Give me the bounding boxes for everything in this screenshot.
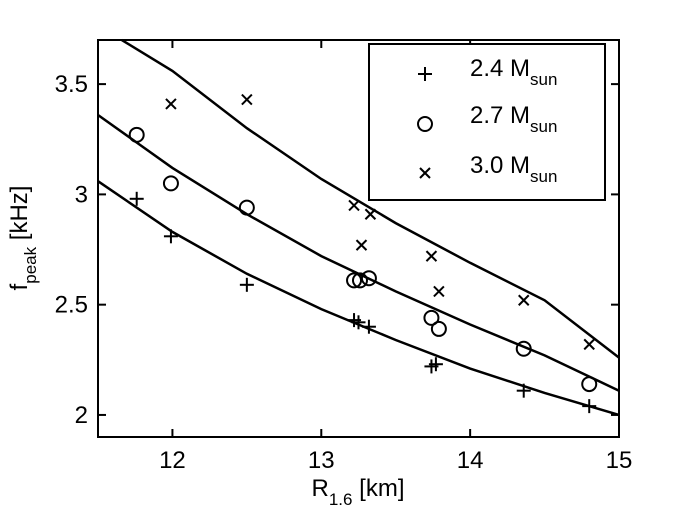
marker-circle xyxy=(515,340,532,357)
y-tick-label: 2 xyxy=(75,402,88,429)
x-tick-label: 13 xyxy=(308,447,335,474)
marker-circle xyxy=(581,376,598,393)
marker-circle xyxy=(430,320,447,337)
marker-cross xyxy=(583,338,595,351)
marker-circle xyxy=(351,272,368,289)
marker-cross xyxy=(364,208,377,220)
x-tick-label: 15 xyxy=(606,447,633,474)
marker-plus xyxy=(361,319,376,334)
marker-circle xyxy=(346,272,363,289)
marker-cross xyxy=(425,250,438,262)
data-markers xyxy=(128,93,598,414)
x-tick-label: 12 xyxy=(159,447,186,474)
legend-marker-cross xyxy=(419,167,431,179)
marker-circle xyxy=(360,270,377,287)
marker-plus xyxy=(428,357,443,372)
y-tick-label: 3 xyxy=(75,181,88,208)
legend-label-3.0: 3.0 Msun xyxy=(470,152,557,186)
legend-box xyxy=(368,43,606,201)
marker-circle xyxy=(423,309,440,326)
marker-plus xyxy=(516,383,531,398)
y-tick-label: 3.5 xyxy=(55,71,88,98)
plot-frame xyxy=(97,39,620,438)
marker-circle xyxy=(128,126,145,143)
marker-cross xyxy=(433,285,445,298)
x-axis-label: R1.6 [km] xyxy=(312,475,405,509)
legend-marker-circle xyxy=(417,116,433,132)
marker-cross xyxy=(241,93,253,106)
marker-plus xyxy=(239,277,254,292)
marker-plus xyxy=(351,315,366,330)
y-axis-label: fpeak [kHz] xyxy=(6,186,40,291)
x-tick-label: 14 xyxy=(457,447,484,474)
marker-cross xyxy=(348,199,360,212)
marker-cross xyxy=(165,98,177,110)
marker-plus xyxy=(129,191,144,206)
marker-cross xyxy=(355,239,368,251)
marker-circle xyxy=(162,175,179,192)
marker-cross xyxy=(518,294,530,306)
legend-marker-plus xyxy=(418,67,432,81)
marker-circle xyxy=(238,199,255,216)
y-tick-label: 2.5 xyxy=(55,292,88,319)
legend-label-2.4: 2.4 Msun xyxy=(470,55,557,89)
legend-label-2.7: 2.7 Msun xyxy=(470,102,557,136)
legend: 2.4 Msun 2.7 Msun 3.0 Msun xyxy=(368,43,606,201)
marker-plus xyxy=(582,399,597,414)
marker-plus xyxy=(163,229,178,244)
